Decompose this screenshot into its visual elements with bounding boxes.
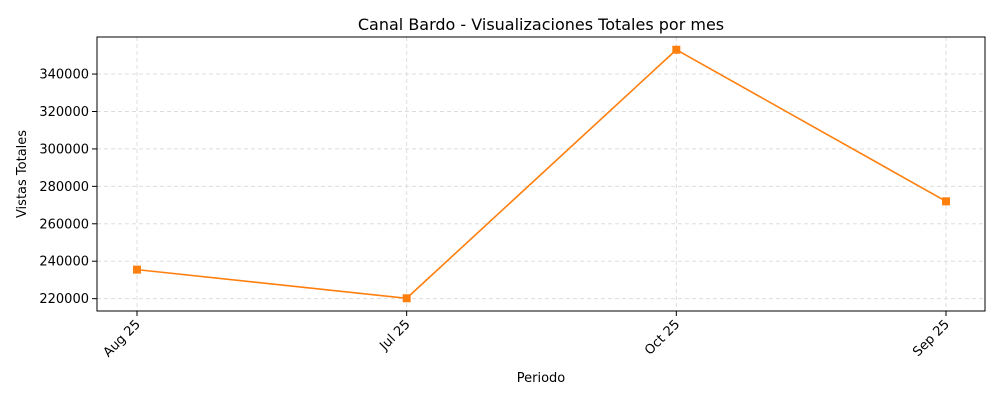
x-axis-label: Periodo bbox=[517, 371, 566, 386]
series-line bbox=[136, 48, 947, 300]
data-point-marker bbox=[942, 197, 950, 206]
y-tick-label: 300000 bbox=[39, 142, 89, 157]
plot-frame bbox=[96, 36, 986, 312]
data-point-marker bbox=[133, 265, 141, 274]
data-point-marker bbox=[402, 294, 411, 303]
y-tick-label: 320000 bbox=[39, 105, 89, 120]
y-tick-label: 260000 bbox=[39, 217, 89, 232]
chart-title: Canal Bardo - Visualizaciones Totales po… bbox=[358, 15, 724, 34]
grid-layer bbox=[97, 37, 985, 311]
y-tick-label: 340000 bbox=[39, 68, 89, 83]
data-point-marker bbox=[672, 45, 681, 54]
x-tick-label: Oct 25 bbox=[642, 317, 683, 358]
x-tick-label: Sep 25 bbox=[910, 317, 953, 360]
x-tick-label: Jul 25 bbox=[376, 317, 413, 354]
y-tick-label: 280000 bbox=[39, 180, 89, 195]
y-tick-label: 220000 bbox=[39, 292, 89, 307]
y-tick-label: 240000 bbox=[39, 255, 89, 270]
y-axis-label: Vistas Totales bbox=[15, 130, 30, 218]
series-layer bbox=[133, 45, 950, 303]
x-tick-label: Aug 25 bbox=[101, 317, 144, 360]
